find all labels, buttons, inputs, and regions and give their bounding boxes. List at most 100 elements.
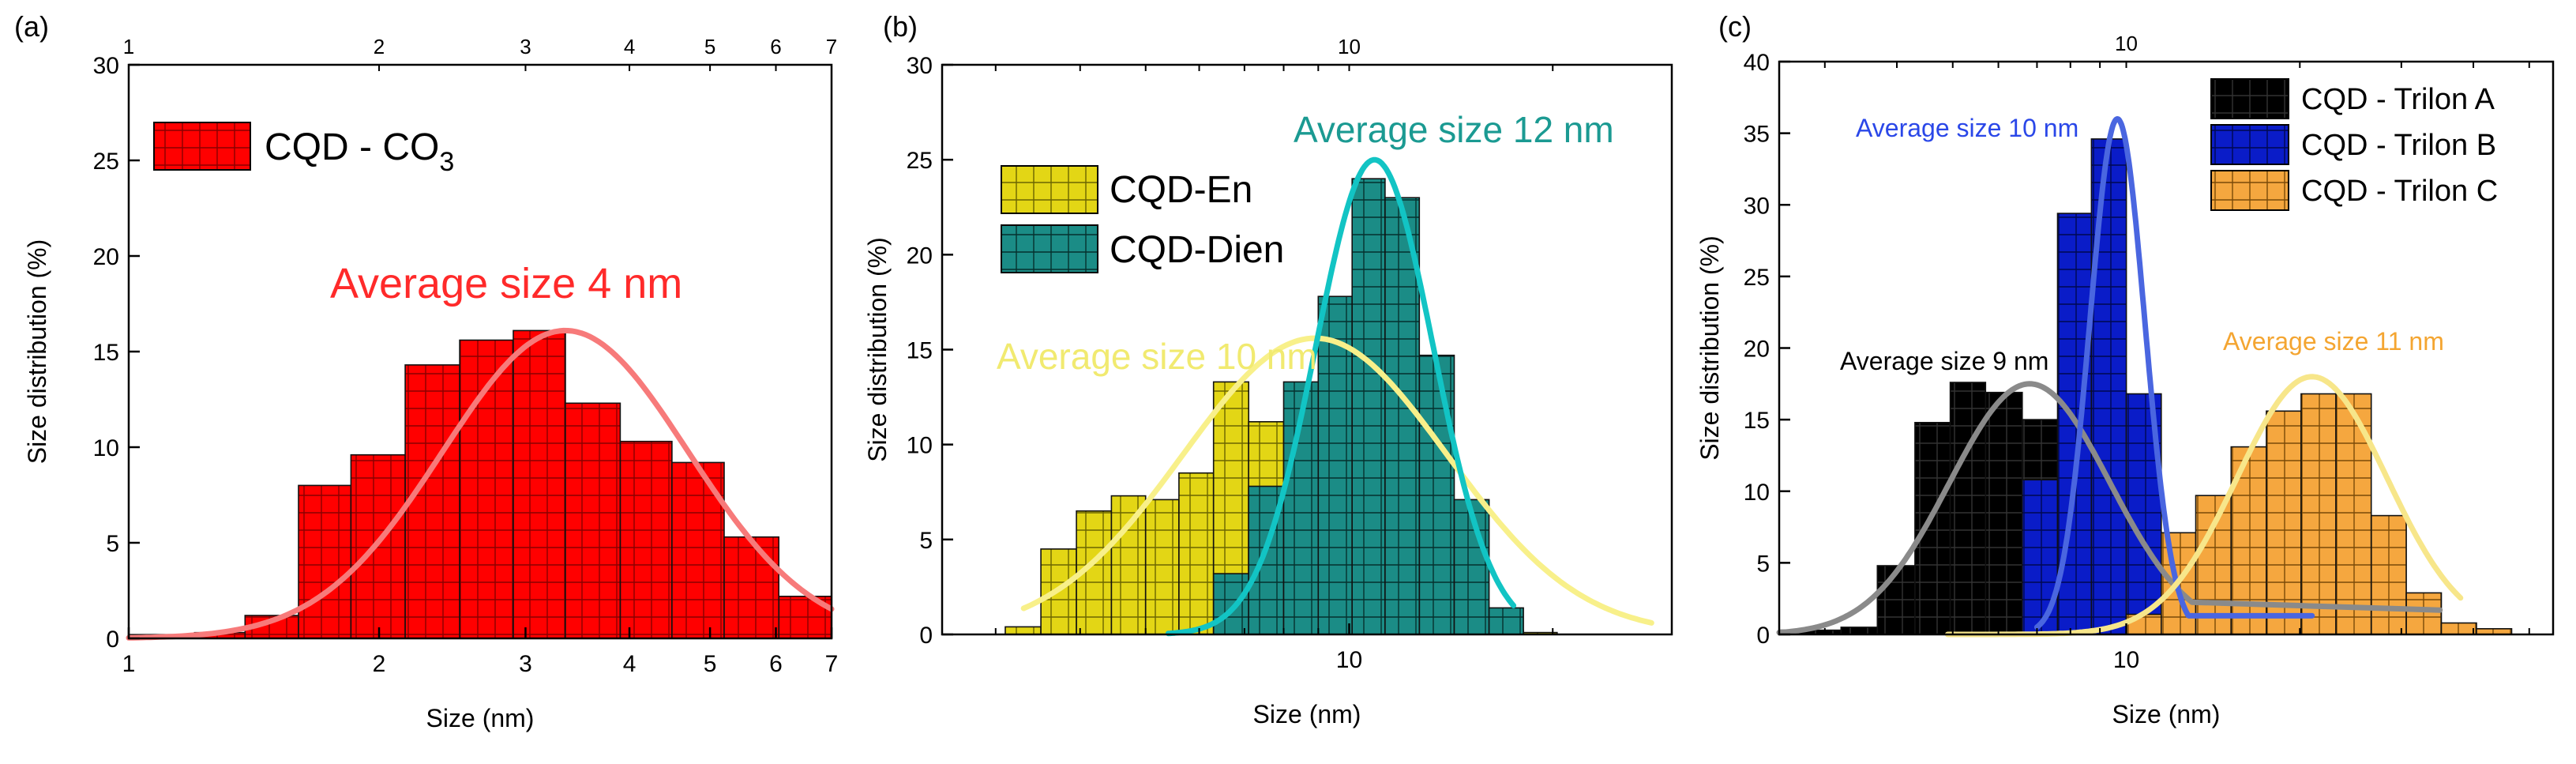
top-tick-label: 10 [2115,32,2138,55]
legend-label: CQD - CO3 [265,126,454,177]
y-tick-label: 10 [93,435,119,461]
annotation-average-size-11: Average size 11 nm [2223,327,2444,356]
legend: CQD - Trilon A CQD - Trilon B CQD - Tril… [2210,78,2498,211]
fit-curve [126,327,835,641]
bar-cqd-trilon-a [1840,627,1879,635]
top-tick-label: 3 [520,35,531,58]
legend-swatch-en [1001,165,1098,214]
y-tick-label: 15 [907,338,933,364]
bar-cqd-trilon-c [2405,592,2443,635]
top-tick-label: 4 [624,35,635,58]
y-tick-label: 0 [919,623,933,649]
fit-b-curve [2033,116,2315,630]
y-tick-label: 30 [1744,193,1770,219]
bar-cqd-trilon-a [1876,565,1916,635]
y-tick-label: 5 [919,528,933,554]
y-tick-label: 35 [1744,122,1770,148]
legend-swatch [153,122,251,171]
panel-label: (b) [883,10,918,43]
x-axis-label: Size (nm) [426,704,535,732]
axes: 0 5 10 15 20 25 30 35 40 10 10 Size (nm) Size distri… [1695,32,2555,728]
bar-cqd-co [298,484,352,639]
bar-cqd-co [723,536,779,639]
annotation-average-size: Average size 4 nm [330,260,682,307]
y-tick-label: 20 [1744,337,1770,363]
y-axis-label: Size distribution (%) [1695,235,1724,461]
x-tick-label: 10 [1336,647,1362,673]
x-tick-label: 5 [704,651,717,677]
fit-dien-curve [1165,156,1517,637]
fit-curves [126,327,835,641]
bar-cqd-trilon-c [2195,495,2232,635]
top-tick-label: 1 [123,35,134,58]
annotation-average-size-10: Average size 10 nm [1856,114,2078,142]
annotation-average-size-10: Average size 10 nm [997,336,1317,377]
legend-swatch-trilon-c [2210,170,2289,211]
bar-cqd-en [1004,626,1042,635]
x-axis-label: Size (nm) [2112,700,2221,728]
panel-c: (c) 0 5 10 15 20 25 30 35 40 10 10 Size (nm) Size di… [1695,10,2555,728]
y-tick-label: 25 [907,148,933,174]
y-axis-label: Size distribution (%) [23,239,51,465]
y-tick-label: 10 [907,433,933,459]
y-tick-label: 10 [1744,480,1770,506]
annotation-average-size-9: Average size 9 nm [1840,347,2048,375]
x-tick-label: 10 [2113,647,2139,673]
legend: CQD - CO3 [153,122,454,177]
bar-cqd-en [1178,472,1215,635]
bar-cqd-trilon-a [1985,391,2023,635]
legend-label-trilon-a: CQD - Trilon A [2301,83,2495,116]
bar-cqd-co [565,402,621,639]
bar-cqd-co [404,364,460,639]
y-tick-label: 40 [1744,50,1770,76]
fit-curves [1020,156,1654,637]
bar-cqd-dien [1384,197,1421,635]
annotation-average-size-12: Average size 12 nm [1294,109,1614,150]
top-tick-label: 7 [826,35,837,58]
legend-swatch-trilon-b [2210,124,2289,165]
y-tick-label: 15 [93,340,119,366]
legend-label-trilon-c: CQD - Trilon C [2301,175,2498,208]
bar-cqd-co [350,454,406,639]
bar-cqd-trilon-c [2300,393,2337,635]
y-tick-label: 25 [1744,265,1770,291]
legend-swatch-trilon-a [2210,78,2289,119]
bar-cqd-trilon-b [2090,138,2127,635]
y-tick-label: 0 [106,627,119,653]
fit-en-curve [1020,335,1654,626]
bar-cqd-en [1110,495,1147,635]
legend-label-en: CQD-En [1110,169,1252,211]
y-tick-label: 5 [106,531,119,557]
y-axis-label: Size distribution (%) [863,237,892,462]
bar-cqd-dien [1488,607,1524,635]
legend: CQD-En CQD-Dien [1001,165,1284,273]
x-axis-label: Size (nm) [1253,700,1361,728]
legend-swatch-dien [1001,224,1098,273]
bar-cqd-dien [1212,573,1249,635]
x-tick-label: 1 [122,651,136,677]
bar-cqd-co [513,329,566,639]
top-tick-label: 5 [704,35,715,58]
bar-cqd-dien [1317,295,1354,635]
bar-cqd-trilon-a [1914,421,1951,635]
bars [1004,178,1558,635]
panel-label: (a) [14,10,49,43]
fit-a-curve [1776,381,2443,636]
bar-cqd-trilon-c [2266,410,2302,635]
y-tick-label: 30 [907,53,933,79]
bar-cqd-dien [1351,178,1386,635]
bar-cqd-trilon-b [2022,479,2059,635]
y-tick-label: 20 [907,243,933,269]
top-tick-label: 6 [770,35,781,58]
y-tick-label: 0 [1756,623,1770,649]
bars [1778,138,2513,635]
top-tick-label: 2 [374,35,385,58]
bar-cqd-trilon-c [2440,622,2477,635]
x-tick-label: 2 [373,651,386,677]
bar-cqd-co [619,440,673,639]
panel-b: (b) 0 5 10 15 20 25 30 10 10 Size (nm) Size distri… [863,10,1673,728]
x-tick-label: 6 [769,651,783,677]
